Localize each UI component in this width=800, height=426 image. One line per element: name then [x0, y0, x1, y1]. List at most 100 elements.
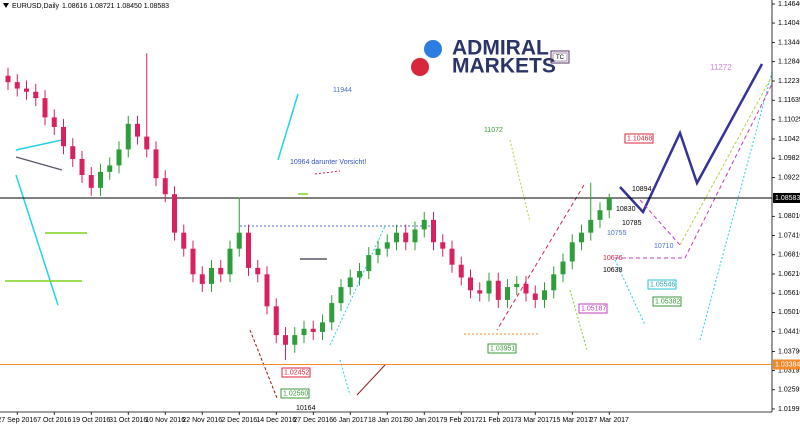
x-tick-label: 18 Jan 2017: [368, 417, 407, 424]
candle-body: [273, 306, 279, 336]
y-tick-label: 1.06210: [778, 271, 800, 278]
projection-line: [496, 184, 585, 331]
annotation: 1.03951: [490, 345, 515, 352]
price-marker-label: 1.08583: [775, 195, 800, 202]
candle-body: [88, 175, 94, 188]
annotation: 10638: [603, 267, 623, 274]
candle-body: [42, 98, 48, 118]
candle-body: [153, 149, 159, 179]
candle-body: [125, 123, 131, 150]
candle-body: [412, 229, 418, 243]
candle-body: [5, 75, 11, 83]
badge: [552, 52, 568, 62]
annotation: 10755: [607, 230, 627, 237]
candle-body: [329, 303, 335, 323]
candle-body: [588, 219, 594, 233]
candle-body: [190, 248, 196, 275]
y-tick-label: 1.11635: [778, 97, 800, 104]
candle-body: [218, 267, 224, 275]
logo-text: ADMIRAL: [452, 37, 549, 60]
annotation-box: [624, 133, 654, 144]
candle-body: [366, 255, 372, 272]
x-tick-label: 6 Jan 2017: [333, 417, 368, 424]
x-tick-label: 15 Mar 2017: [553, 417, 592, 424]
candle-body: [181, 232, 187, 249]
y-tick-label: 1.14045: [778, 20, 800, 27]
candle-body: [144, 136, 150, 150]
trend-line: [15, 174, 59, 306]
candle-body: [301, 328, 307, 336]
projection-line: [356, 364, 386, 396]
menu-arrow[interactable]: [3, 3, 9, 8]
candle-body: [542, 290, 547, 300]
projection-line: [684, 83, 773, 259]
annotation: 11272: [710, 63, 732, 72]
x-tick-label: 9 Feb 2017: [444, 417, 480, 424]
candle-body: [24, 88, 29, 92]
y-tick-label: 1.14640: [778, 1, 800, 8]
y-tick-label: 1.12235: [778, 78, 800, 85]
candle-body: [227, 248, 233, 275]
annotation: 11944: [333, 87, 352, 94]
x-tick-label: 27 Sep 2016: [0, 417, 37, 424]
x-tick-label: 14 Dec 2016: [256, 417, 296, 424]
y-tick-label: 1.01995: [778, 406, 800, 413]
y-tick-label: 1.03195: [778, 367, 800, 374]
trend-line: [277, 93, 299, 161]
projection-line: [679, 75, 773, 246]
logo-text: MARKETS: [452, 55, 556, 78]
candle-body: [320, 322, 325, 332]
annotation-box: [281, 367, 311, 378]
candle-body: [384, 242, 390, 249]
badge: [550, 50, 570, 64]
candle-body: [468, 277, 473, 291]
candle-body: [440, 242, 446, 249]
candle-body: [569, 242, 575, 262]
logo-dot: [424, 40, 442, 58]
candle-body: [579, 232, 584, 243]
candle-body: [61, 126, 66, 147]
candle-body: [523, 283, 529, 294]
candle-body: [458, 264, 464, 278]
candle-body: [495, 280, 501, 300]
x-tick-label: 27 Mar 2017: [590, 417, 629, 424]
annotations: 11944 10964 darunter Vorsicht! 11072 1.1…: [280, 63, 732, 412]
annotation: 10710: [654, 243, 674, 250]
candle-body: [421, 219, 427, 230]
candle-body: [292, 335, 298, 345]
price-marker: [773, 192, 800, 203]
annotation: 10830: [616, 206, 636, 213]
annotation: 1.05187: [581, 305, 606, 312]
level-line: [314, 170, 341, 175]
y-tick-label: 1.05610: [778, 290, 800, 297]
candle-body: [560, 261, 566, 275]
annotation: 1.10468: [627, 135, 652, 142]
price-marker-label: 1.03384: [775, 361, 800, 368]
x-tick-label: 7 Oct 2016: [37, 417, 71, 424]
y-tick-label: 1.05010: [778, 309, 800, 316]
candle-body: [33, 91, 39, 99]
logo-dot: [411, 58, 429, 76]
y-tick-label: 1.03790: [778, 348, 800, 355]
annotation: 1.02560: [283, 390, 308, 397]
candle-body: [357, 271, 362, 278]
y-tick-label: 1.06810: [778, 252, 800, 259]
projection-line: [639, 199, 681, 246]
candle-body: [486, 280, 492, 294]
x-tick-label: 3 Mar 2017: [518, 417, 554, 424]
annotation: 10964 darunter Vorsicht!: [290, 159, 366, 166]
candle-body: [431, 219, 436, 243]
candle-body: [172, 194, 177, 233]
candle-body: [347, 277, 353, 288]
annotation-box: [487, 343, 517, 354]
x-tick-label: 2 Dec 2016: [221, 417, 257, 424]
candle-body: [514, 283, 520, 288]
candle-body: [338, 287, 344, 304]
badge-text: TC: [556, 55, 565, 61]
candle-body: [532, 293, 538, 300]
candle-body: [606, 198, 612, 211]
candle-body: [255, 267, 261, 275]
y-tick-label: 1.07410: [778, 232, 800, 239]
trend-line: [15, 139, 63, 151]
y-tick-label: 1.09825: [778, 155, 800, 162]
